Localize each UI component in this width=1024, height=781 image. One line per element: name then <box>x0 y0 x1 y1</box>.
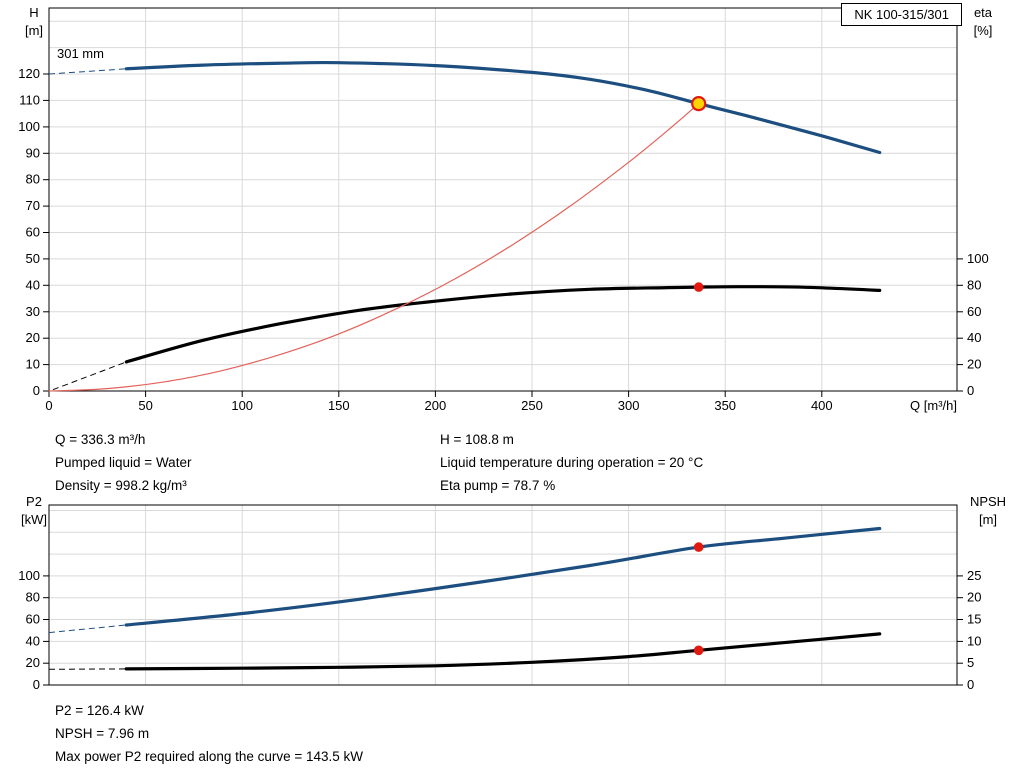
tick-label: 120 <box>18 66 40 81</box>
qh-chart-axes: 0 10 20 30 40 50 60 70 80 90 100 110 120 0 20 40 60 80 100… <box>18 66 988 413</box>
impeller-diameter-label: 301 mm <box>57 46 104 61</box>
info-line-q: Q = 336.3 m³/h <box>55 432 146 447</box>
tick-label: 40 <box>26 277 40 292</box>
tick-label: 100 <box>967 251 989 266</box>
h-axis-title-line1: H <box>29 5 39 20</box>
tick-label: 40 <box>26 633 40 648</box>
tick-label: 20 <box>967 357 981 372</box>
head-curve <box>124 60 882 155</box>
tick-label: 10 <box>967 633 981 648</box>
tick-label: 0 <box>967 677 974 692</box>
tick-label: 0 <box>33 677 40 692</box>
duty-info-left: Q = 336.3 m³/h Pumped liquid = Water Den… <box>55 428 191 497</box>
power-npsh-chart: 0 20 40 60 80 100 0 5 10 15 20 25 <box>18 504 981 692</box>
p2-curve <box>124 526 882 627</box>
efficiency-point-marker <box>693 282 704 292</box>
tick-label: 15 <box>967 612 981 627</box>
power-chart-grid <box>49 505 957 685</box>
tick-label: 110 <box>19 92 40 107</box>
head-curve-extension <box>48 68 127 75</box>
h-axis-title: H [m] <box>14 4 54 40</box>
duty-point-marker <box>691 95 707 112</box>
efficiency-curve-extension <box>52 361 127 391</box>
tick-label: 200 <box>425 398 447 413</box>
tick-label: 400 <box>811 398 833 413</box>
npsh-point-marker <box>693 645 704 656</box>
p2-axis-title-line2: [kW] <box>21 512 47 527</box>
tick-label: 70 <box>26 198 40 213</box>
p2-curve-extension <box>48 624 127 634</box>
power-info: P2 = 126.4 kW NPSH = 7.96 m Max power P2… <box>55 699 363 768</box>
tick-label: 5 <box>967 655 974 670</box>
tick-label: 25 <box>967 568 981 583</box>
qh-chart-grid <box>49 8 957 391</box>
tick-label: 300 <box>618 398 640 413</box>
tick-label: 20 <box>967 590 981 605</box>
tick-label: 350 <box>714 398 736 413</box>
tick-label: 0 <box>45 398 52 413</box>
info-line-liquid: Pumped liquid = Water <box>55 455 192 470</box>
info-line-eta: Eta pump = 78.7 % <box>440 478 556 493</box>
tick-label: 90 <box>26 145 40 160</box>
tick-label: 100 <box>18 119 40 134</box>
pump-type-label: NK 100-315/301 <box>841 3 962 26</box>
tick-label: 60 <box>26 225 40 240</box>
p2-point-marker <box>693 542 704 552</box>
info-line-p2: P2 = 126.4 kW <box>55 703 144 718</box>
power-chart-axes: 0 20 40 60 80 100 0 5 10 15 20 25 <box>18 568 981 692</box>
tick-label: 60 <box>967 304 981 319</box>
npsh-axis-title-line2: [m] <box>978 512 998 527</box>
tick-label: 60 <box>26 612 40 627</box>
tick-label: 50 <box>138 398 152 413</box>
system-curve <box>48 103 700 392</box>
q-axis-title: Q [m³/h] <box>910 398 957 413</box>
tick-label: 100 <box>231 398 253 413</box>
p2-axis-title: P2 [kW] <box>14 493 54 529</box>
efficiency-curve <box>124 285 882 364</box>
tick-label: 80 <box>26 590 40 605</box>
npsh-curve <box>124 632 882 671</box>
tick-label: 20 <box>26 330 40 345</box>
tick-label: 10 <box>26 357 40 372</box>
eta-axis-title-line2: [%] <box>973 23 993 38</box>
info-line-temperature: Liquid temperature during operation = 20… <box>440 455 704 470</box>
qh-chart: 0 10 20 30 40 50 60 70 80 90 100 110 120 0 20 40 60 80 100… <box>18 7 989 413</box>
info-line-maxpower: Max power P2 required along the curve = … <box>55 749 364 764</box>
duty-info-right: H = 108.8 m Liquid temperature during op… <box>440 428 703 497</box>
info-line-npsh: NPSH = 7.96 m <box>55 726 150 741</box>
info-line-density: Density = 998.2 kg/m³ <box>55 478 187 493</box>
info-line-h: H = 108.8 m <box>440 432 514 447</box>
eta-axis-title: eta [%] <box>960 4 1006 40</box>
tick-label: 40 <box>967 330 981 345</box>
power-chart-frame <box>48 504 958 686</box>
tick-label: 80 <box>967 277 981 292</box>
tick-label: 250 <box>521 398 543 413</box>
tick-label: 0 <box>967 383 974 398</box>
npsh-axis-title: NPSH [m] <box>960 493 1016 529</box>
eta-axis-title-line1: eta <box>973 5 993 20</box>
tick-label: 150 <box>328 398 350 413</box>
tick-label: 100 <box>18 568 40 583</box>
tick-label: 0 <box>33 383 40 398</box>
qh-chart-frame <box>48 7 958 392</box>
p2-axis-title-line1: P2 <box>26 494 42 509</box>
tick-label: 80 <box>26 172 40 187</box>
tick-label: 30 <box>26 304 40 319</box>
npsh-axis-title-line1: NPSH <box>969 494 1007 509</box>
tick-label: 50 <box>26 251 40 266</box>
h-axis-title-line2: [m] <box>24 23 44 38</box>
tick-label: 20 <box>26 655 40 670</box>
